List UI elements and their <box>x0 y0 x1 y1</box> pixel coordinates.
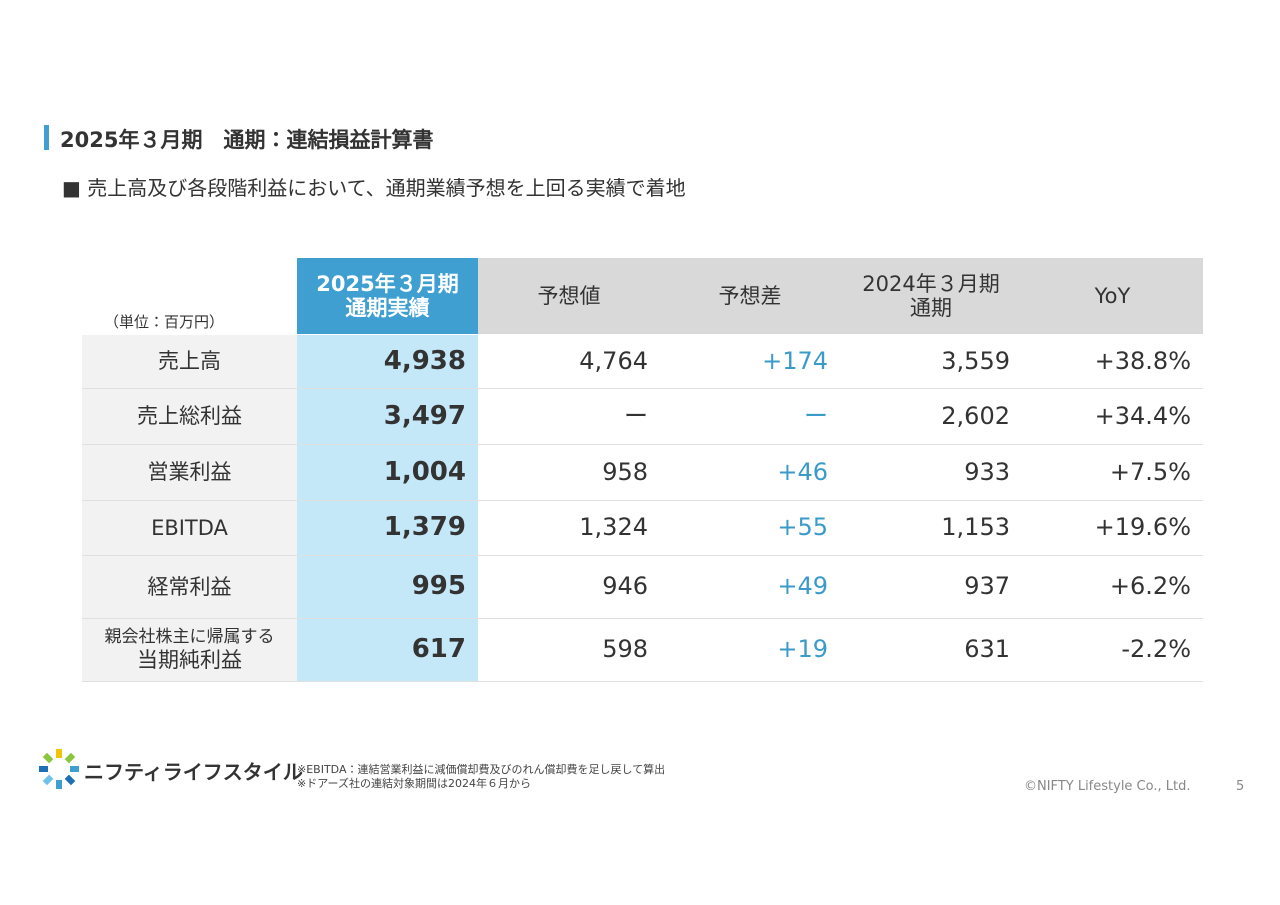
subtitle: ■ 売上高及び各段階利益において、通期業績予想を上回る実績で着地 <box>62 176 686 200</box>
cell-text: 2,602 <box>941 401 1010 430</box>
table-cell: 3,559 <box>840 335 1022 389</box>
row-label: 経常利益 <box>82 556 297 619</box>
cell-text: 617 <box>411 634 466 665</box>
cell-text: +34.4% <box>1094 401 1191 430</box>
table-cell: +174 <box>660 335 840 389</box>
table-cell: 937 <box>840 556 1022 619</box>
table-cell: +34.4% <box>1022 389 1203 445</box>
row-label: 親会社株主に帰属する 当期純利益 <box>82 619 297 682</box>
column-header: YoY <box>1022 258 1203 334</box>
cell-text: +46 <box>777 457 828 486</box>
table-cell: 946 <box>478 556 660 619</box>
title: 2025年３月期 通期：連結損益計算書 <box>60 128 434 152</box>
cell-text: 946 <box>602 572 648 601</box>
table-cell: +46 <box>660 445 840 501</box>
cell-text: 4,764 <box>579 346 648 375</box>
cell-text: 1,004 <box>383 456 466 487</box>
footnote: ※EBITDA：連結営業利益に減価償却費及びのれん償却費を足し戻して算出 <box>297 763 666 776</box>
table-cell: 631 <box>840 619 1022 682</box>
table-cell: 3,497 <box>297 389 478 445</box>
table-cell: 933 <box>840 445 1022 501</box>
column-header: 2024年３月期 通期 <box>840 258 1022 334</box>
cell-text: 1,324 <box>579 513 648 542</box>
cell-text: 通期実績 <box>345 296 430 320</box>
cell-text: EBITDA <box>151 515 228 540</box>
cell-text: ー <box>804 401 828 430</box>
table-cell: 1,324 <box>478 501 660 556</box>
table-cell: 617 <box>297 619 478 682</box>
table-cell: +38.8% <box>1022 335 1203 389</box>
logo-icon <box>39 749 79 789</box>
cell-text: +7.5% <box>1109 457 1191 486</box>
cell-text: +19 <box>777 635 828 664</box>
table-cell: 2,602 <box>840 389 1022 445</box>
cell-text: 予想差 <box>718 283 782 308</box>
footnote: ※ドアーズ社の連結対象期間は2024年６月から <box>297 777 531 790</box>
cell-text: 親会社株主に帰属する <box>104 627 275 648</box>
cell-text: ー <box>624 401 648 430</box>
logo-text: ニフティライフスタイル <box>84 760 303 784</box>
cell-text: +174 <box>762 346 828 375</box>
cell-text: 995 <box>411 571 466 602</box>
cell-text: +55 <box>777 513 828 542</box>
cell-text: 1,379 <box>383 512 466 543</box>
row-label: EBITDA <box>82 501 297 556</box>
cell-text: +19.6% <box>1094 513 1191 542</box>
table-cell: +6.2% <box>1022 556 1203 619</box>
column-header: 予想差 <box>660 258 840 334</box>
cell-text: 売上高 <box>158 349 221 374</box>
column-header: 予想値 <box>478 258 660 334</box>
cell-text: 通期 <box>910 296 952 320</box>
cell-text: 4,938 <box>383 345 466 376</box>
table-cell: 958 <box>478 445 660 501</box>
cell-text: 958 <box>602 457 648 486</box>
cell-text: 経常利益 <box>147 574 232 599</box>
table-cell: +55 <box>660 501 840 556</box>
table-cell: 598 <box>478 619 660 682</box>
cell-text: 予想値 <box>537 283 601 308</box>
cell-text: 1,153 <box>941 513 1010 542</box>
unit-label: （単位：百万円） <box>104 313 225 331</box>
table-cell: +19 <box>660 619 840 682</box>
cell-text: 3,559 <box>941 346 1010 375</box>
cell-text: 売上総利益 <box>137 404 242 429</box>
table-cell: 995 <box>297 556 478 619</box>
cell-text: +6.2% <box>1109 572 1191 601</box>
table-cell: 1,153 <box>840 501 1022 556</box>
table-cell: 4,938 <box>297 335 478 389</box>
row-label: 売上総利益 <box>82 389 297 445</box>
copyright: ©NIFTY Lifestyle Co., Ltd. <box>1024 779 1191 794</box>
cell-text: -2.2% <box>1121 635 1191 664</box>
cell-text: 598 <box>602 635 648 664</box>
page-number: 5 <box>1236 779 1245 794</box>
cell-text: 937 <box>964 572 1010 601</box>
cell-text: YoY <box>1094 283 1131 308</box>
cell-text: 3,497 <box>383 400 466 431</box>
table-cell: 4,764 <box>478 335 660 389</box>
table-cell: +19.6% <box>1022 501 1203 556</box>
cell-text: 2025年３月期 <box>316 271 459 296</box>
cell-text: 933 <box>964 457 1010 486</box>
cell-text: +38.8% <box>1094 346 1191 375</box>
cell-text: +49 <box>777 572 828 601</box>
cell-text: 営業利益 <box>147 460 232 485</box>
table-cell: +49 <box>660 556 840 619</box>
row-label: 営業利益 <box>82 445 297 501</box>
cell-text: 631 <box>964 635 1010 664</box>
table-cell: +7.5% <box>1022 445 1203 501</box>
title-bar <box>44 125 49 150</box>
row-label: 売上高 <box>82 335 297 389</box>
table-cell: 1,004 <box>297 445 478 501</box>
column-header: 2025年３月期 通期実績 <box>297 258 478 334</box>
table-cell: ー <box>478 389 660 445</box>
table-cell: ー <box>660 389 840 445</box>
table-cell: -2.2% <box>1022 619 1203 682</box>
table-cell: 1,379 <box>297 501 478 556</box>
cell-text: 2024年３月期 <box>862 271 1000 296</box>
cell-text: 当期純利益 <box>137 647 242 672</box>
